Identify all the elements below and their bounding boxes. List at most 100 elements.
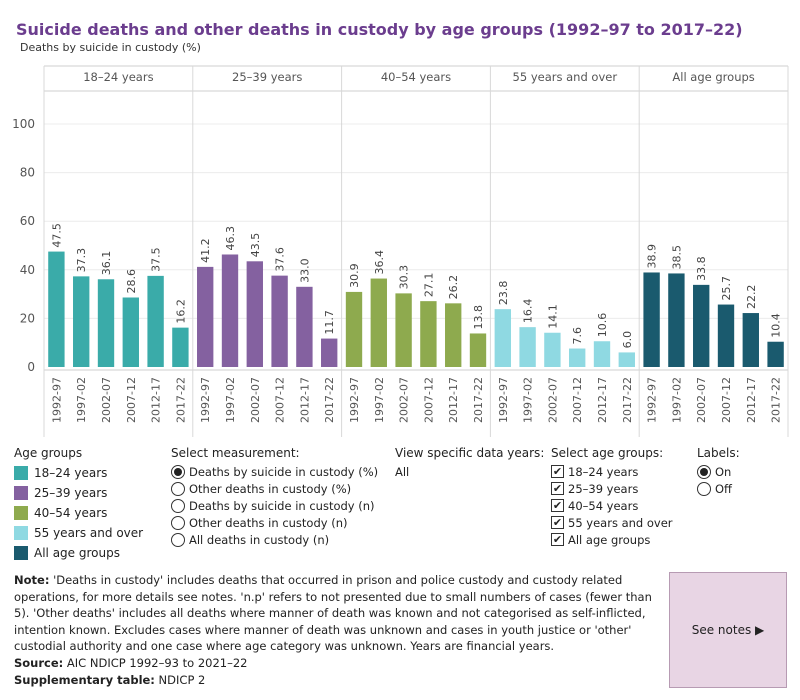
bar[interactable] bbox=[668, 273, 685, 367]
age-group-option[interactable]: ✔ 40–54 years bbox=[551, 497, 673, 514]
legend-item[interactable]: 18–24 years bbox=[14, 463, 143, 483]
bar-value-label: 38.5 bbox=[670, 245, 683, 270]
bar[interactable] bbox=[122, 297, 139, 367]
bar[interactable] bbox=[420, 301, 437, 367]
bar-value-label: 10.4 bbox=[770, 313, 783, 338]
see-notes-button[interactable]: See notes ▶ bbox=[669, 572, 787, 688]
bar[interactable] bbox=[197, 266, 214, 367]
source-text: AIC NDICP 1992–93 to 2021–22 bbox=[63, 655, 248, 670]
radio-button[interactable] bbox=[171, 498, 185, 513]
x-tick-label: 2002-07 bbox=[546, 377, 559, 423]
bar[interactable] bbox=[48, 251, 65, 367]
bar[interactable] bbox=[73, 276, 90, 367]
age-group-option[interactable]: ✔ 18–24 years bbox=[551, 463, 673, 480]
bar-value-label: 26.2 bbox=[447, 275, 460, 300]
notes-block: Note: 'Deaths in custody' includes death… bbox=[14, 572, 654, 688]
legend-item[interactable]: All age groups bbox=[14, 543, 143, 563]
bar[interactable] bbox=[767, 341, 784, 367]
bar-value-label: 13.8 bbox=[472, 305, 485, 330]
x-tick-label: 2007-12 bbox=[720, 377, 733, 423]
radio-button[interactable] bbox=[171, 481, 185, 496]
radio-button[interactable] bbox=[171, 532, 185, 547]
bar[interactable] bbox=[593, 341, 611, 367]
age-select-header: Select age groups: bbox=[551, 446, 664, 460]
x-tick-label: 1992-97 bbox=[497, 377, 510, 423]
legend-label: 55 years and over bbox=[34, 526, 144, 540]
chart-subtitle: Deaths by suicide in custody (%) bbox=[20, 41, 201, 54]
bar-value-label: 6.0 bbox=[621, 331, 634, 349]
legend-swatch bbox=[14, 546, 28, 560]
bar[interactable] bbox=[643, 272, 660, 367]
bar[interactable] bbox=[569, 348, 586, 367]
measurement-option[interactable]: Other deaths in custody (%) bbox=[171, 480, 378, 497]
bar[interactable] bbox=[370, 278, 387, 367]
data-years-value[interactable]: All bbox=[395, 464, 410, 479]
bar[interactable] bbox=[742, 313, 759, 367]
legend-item[interactable]: 40–54 years bbox=[14, 503, 143, 523]
legend-item[interactable]: 25–39 years bbox=[14, 483, 143, 503]
play-arrow-icon: ▶ bbox=[755, 623, 765, 637]
measurement-selector: Select measurement: Deaths by suicide in… bbox=[171, 446, 378, 548]
data-years-filter: View specific data years: All bbox=[395, 446, 544, 480]
radio-button[interactable] bbox=[171, 464, 185, 479]
bar[interactable] bbox=[345, 291, 363, 367]
age-group-option[interactable]: ✔ 25–39 years bbox=[551, 480, 673, 497]
measurement-option[interactable]: Deaths by suicide in custody (n) bbox=[171, 497, 378, 514]
measurement-option[interactable]: Deaths by suicide in custody (%) bbox=[171, 463, 378, 480]
checkbox[interactable]: ✔ bbox=[551, 465, 564, 478]
legend-item[interactable]: 55 years and over bbox=[14, 523, 143, 543]
supplementary-line: Supplementary table: NDICP 2 bbox=[14, 672, 654, 689]
bar[interactable] bbox=[172, 327, 189, 367]
bar[interactable] bbox=[544, 332, 561, 367]
x-tick-label: 1992-97 bbox=[348, 377, 361, 423]
bar-value-label: 10.6 bbox=[596, 313, 609, 338]
checkbox[interactable]: ✔ bbox=[551, 482, 564, 495]
bar[interactable] bbox=[221, 254, 239, 367]
panel-3: 55 years and over 23.8 1992-97 16.4 1997-02 1… bbox=[489, 66, 635, 437]
age-group-option-label: 55 years and over bbox=[568, 515, 673, 530]
age-group-option[interactable]: ✔ All age groups bbox=[551, 531, 673, 548]
note-paragraph: Note: 'Deaths in custody' includes death… bbox=[14, 572, 654, 655]
legend-swatch bbox=[14, 526, 28, 540]
labels-option[interactable]: On bbox=[697, 463, 740, 480]
bar[interactable] bbox=[321, 338, 338, 367]
bar[interactable] bbox=[693, 284, 710, 367]
x-tick-label: 2017-22 bbox=[621, 377, 634, 423]
checkbox[interactable]: ✔ bbox=[551, 533, 564, 546]
bar-value-label: 43.5 bbox=[249, 233, 262, 258]
checkbox[interactable]: ✔ bbox=[551, 499, 564, 512]
x-tick-label: 2002-07 bbox=[398, 377, 411, 423]
x-tick-label: 2017-22 bbox=[770, 377, 783, 423]
measurement-option[interactable]: Other deaths in custody (n) bbox=[171, 514, 378, 531]
checkbox[interactable]: ✔ bbox=[551, 516, 564, 529]
bar[interactable] bbox=[395, 293, 412, 367]
measurement-option-label: Deaths by suicide in custody (n) bbox=[189, 498, 375, 513]
panel-2: 40–54 years 30.9 1992-97 36.4 1997-02 30.3 200… bbox=[341, 66, 487, 437]
bar[interactable] bbox=[469, 333, 487, 367]
bar[interactable] bbox=[271, 275, 288, 367]
bar[interactable] bbox=[445, 303, 462, 367]
source-label: Source: bbox=[14, 655, 64, 670]
bar-value-label: 36.4 bbox=[373, 250, 386, 275]
panel-1: 25–39 years 41.2 1992-97 46.3 1997-02 43.5 200… bbox=[192, 66, 338, 437]
bar[interactable] bbox=[246, 261, 263, 367]
radio-button[interactable] bbox=[171, 515, 185, 530]
radio-button[interactable] bbox=[697, 481, 711, 496]
radio-button[interactable] bbox=[697, 464, 711, 479]
bar[interactable] bbox=[296, 286, 313, 367]
see-notes-label: See notes bbox=[691, 623, 752, 637]
bar[interactable] bbox=[618, 352, 635, 367]
age-group-option[interactable]: ✔ 55 years and over bbox=[551, 514, 673, 531]
bar-value-label: 37.5 bbox=[150, 247, 163, 272]
bar[interactable] bbox=[494, 309, 511, 367]
bar[interactable] bbox=[147, 275, 164, 367]
bar-value-label: 30.9 bbox=[348, 263, 361, 288]
bar[interactable] bbox=[519, 327, 536, 367]
labels-option[interactable]: Off bbox=[697, 480, 740, 497]
bar-value-label: 27.1 bbox=[422, 273, 435, 298]
bar[interactable] bbox=[717, 304, 735, 367]
measurement-option[interactable]: All deaths in custody (n) bbox=[171, 531, 378, 548]
bar[interactable] bbox=[97, 279, 115, 367]
bar-value-label: 30.3 bbox=[398, 265, 411, 290]
bar-value-label: 14.1 bbox=[546, 304, 559, 329]
